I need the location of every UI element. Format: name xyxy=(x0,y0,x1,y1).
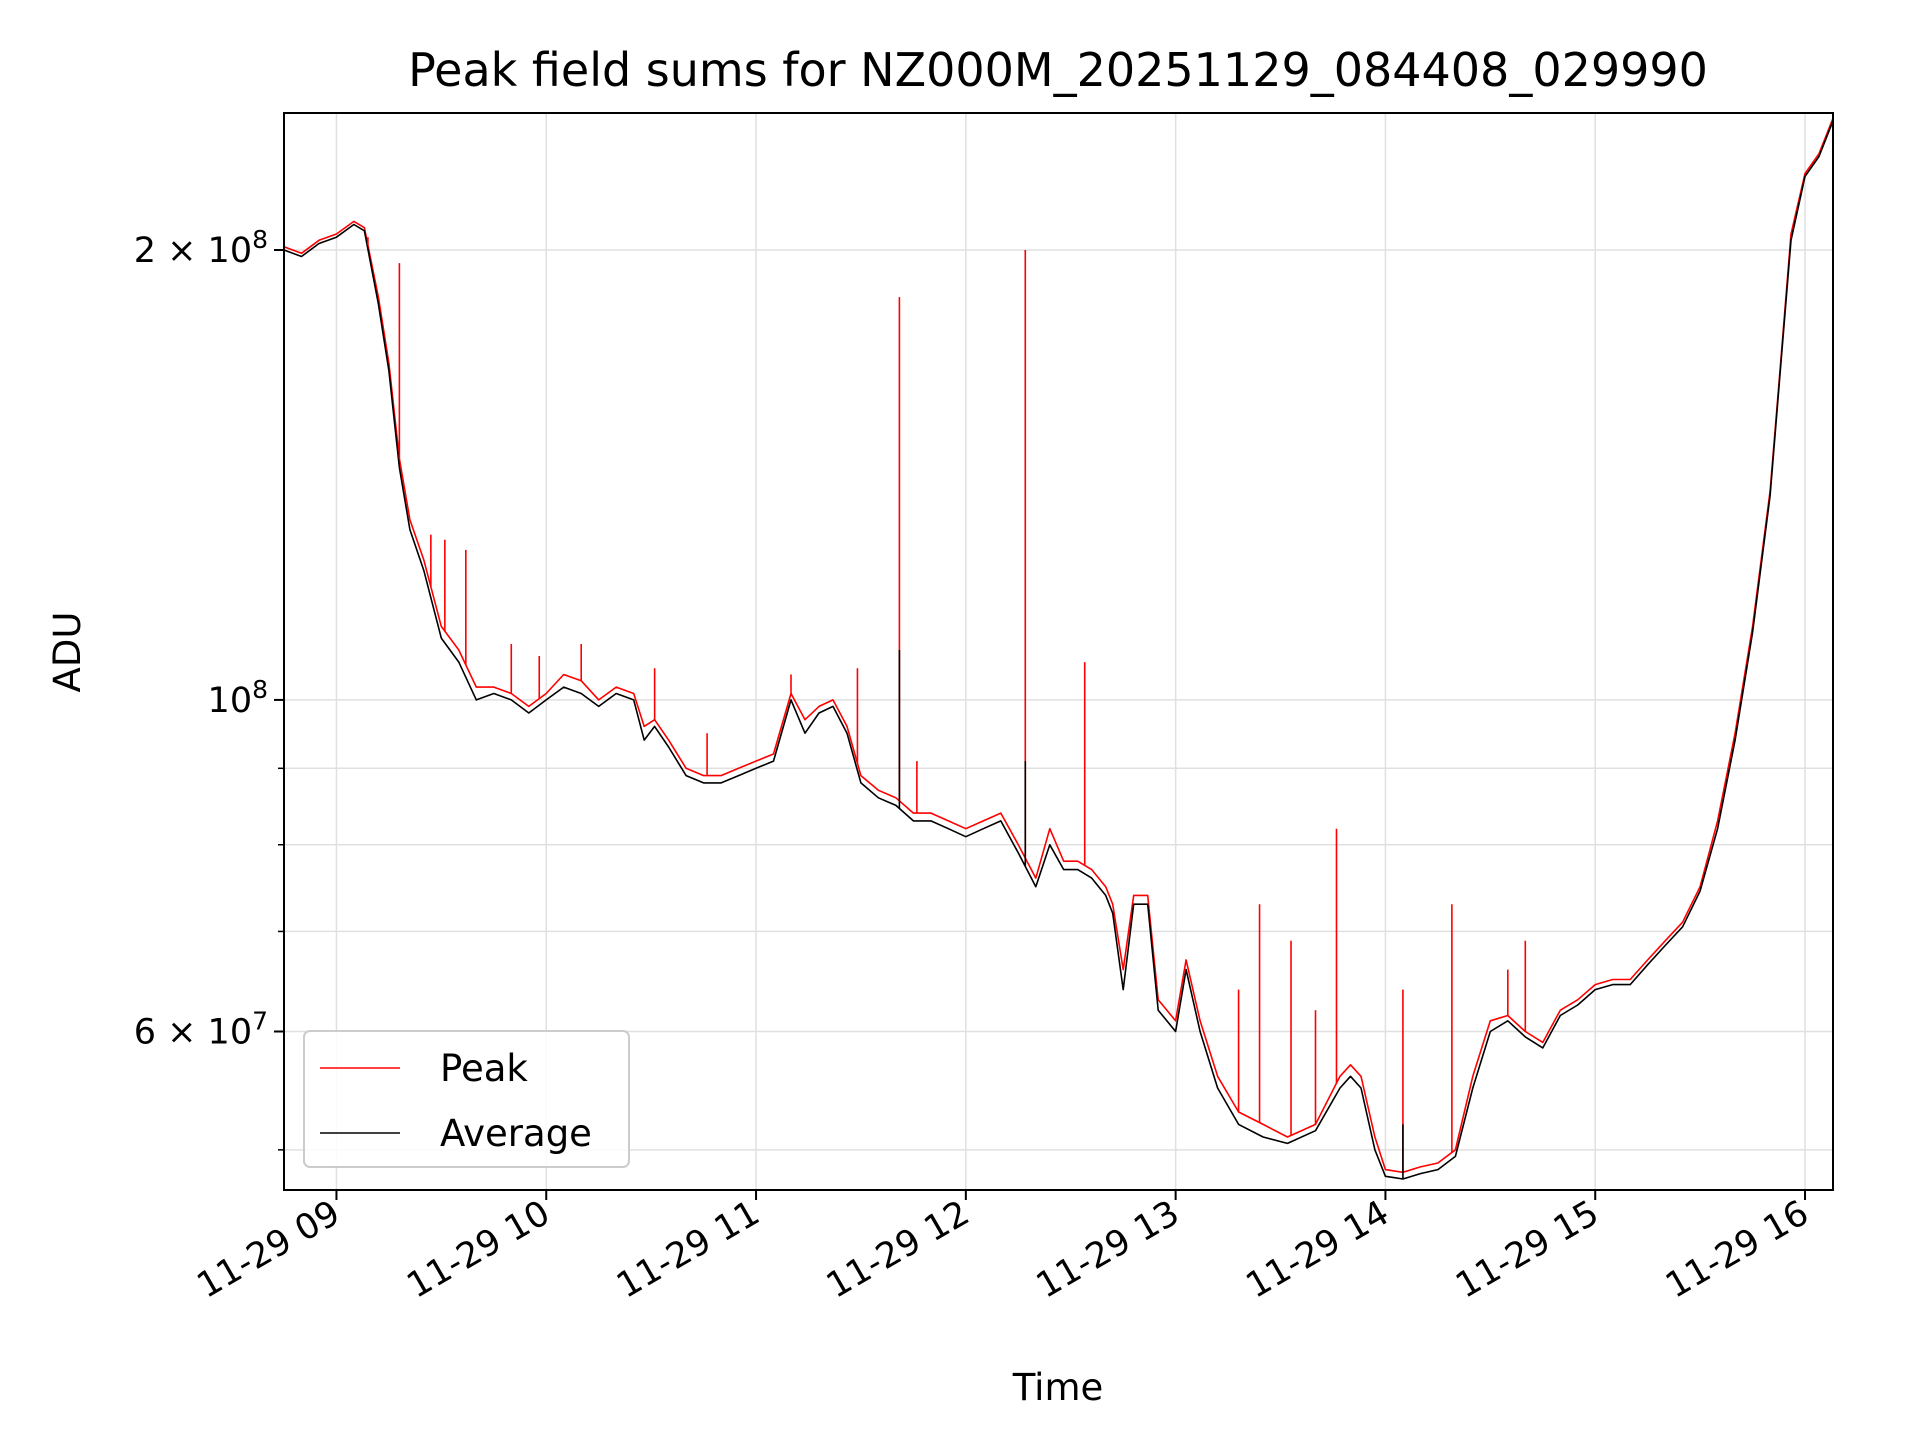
legend: Peak Average xyxy=(303,1030,630,1168)
legend-peak-label: Peak xyxy=(440,1047,528,1090)
series-layer xyxy=(284,118,1833,1180)
y-tick-label: 108 xyxy=(208,675,268,721)
x-axis-label: Time xyxy=(1012,1366,1104,1409)
y-tick-label: 6 × 107 xyxy=(134,1006,268,1052)
y-tick-label: 2 × 108 xyxy=(134,225,268,271)
chart-title: Peak field sums for NZ000M_20251129_0844… xyxy=(408,43,1708,97)
y-axis: 6 × 107 108 2 × 108 xyxy=(134,225,284,1151)
average-line xyxy=(284,120,1833,1180)
legend-average-label: Average xyxy=(440,1112,592,1155)
peak-line xyxy=(284,118,1833,1174)
y-axis-label: ADU xyxy=(46,612,89,693)
axes-frame xyxy=(283,112,1834,1191)
